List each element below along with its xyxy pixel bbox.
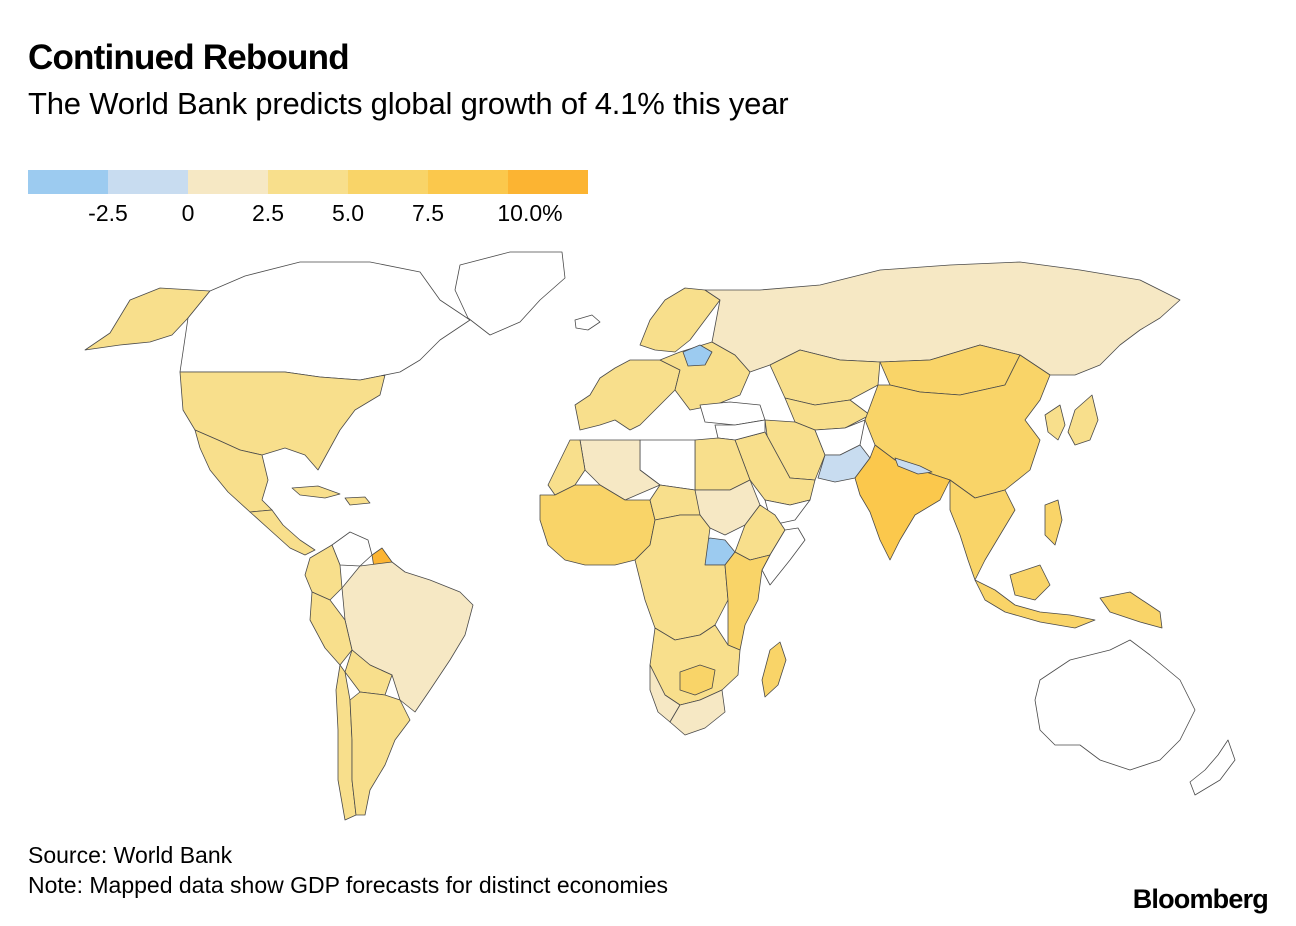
region-central-america <box>249 509 316 556</box>
data-note: Note: Mapped data show GDP forecasts for… <box>28 872 669 898</box>
region-caribbean <box>291 485 371 506</box>
region-somalia <box>761 527 806 586</box>
legend-swatch-1 <box>28 170 108 194</box>
region-canada <box>179 261 471 381</box>
region-australia <box>1034 639 1196 771</box>
legend-label: 0 <box>181 200 195 226</box>
legend-label: 7.5 <box>412 200 444 226</box>
legend-swatch-5 <box>348 170 428 194</box>
legend-swatch-3 <box>188 170 268 194</box>
region-peru <box>309 591 353 666</box>
region-western-europe <box>574 359 681 431</box>
region-west-africa <box>539 484 656 566</box>
legend-swatch-4 <box>268 170 348 194</box>
region-mexico <box>194 429 273 513</box>
region-greenland <box>454 251 566 336</box>
color-legend: -2.5 0 2.5 5.0 7.5 10.0% <box>28 170 588 230</box>
page-subtitle: The World Bank predicts global growth of… <box>28 86 789 121</box>
legend-bar <box>28 170 588 194</box>
world-choropleth-map <box>84 251 1236 821</box>
region-japan <box>1067 394 1099 446</box>
region-iceland <box>574 314 601 331</box>
region-southeast-asia <box>949 479 1016 581</box>
region-russia <box>704 261 1181 376</box>
region-new-zealand <box>1189 739 1236 796</box>
region-argentina <box>349 691 411 816</box>
region-scandinavia <box>639 287 721 353</box>
region-madagascar <box>761 641 787 698</box>
region-south-africa <box>669 689 726 736</box>
region-indonesia <box>974 564 1096 629</box>
region-korea <box>1044 404 1066 441</box>
legend-swatch-7 <box>508 170 588 194</box>
legend-label: 5.0 <box>332 200 364 226</box>
legend-swatch-2 <box>108 170 188 194</box>
legend-label: 2.5 <box>252 200 284 226</box>
region-east-africa <box>724 551 771 651</box>
page-title: Continued Rebound <box>28 38 350 77</box>
legend-swatch-6 <box>428 170 508 194</box>
region-belarus <box>682 344 713 367</box>
region-philippines <box>1044 499 1063 546</box>
source-note: Source: World Bank <box>28 842 233 868</box>
region-nepal <box>894 457 933 475</box>
region-papua-new-guinea <box>1099 591 1163 629</box>
region-zimbabwe <box>679 664 716 696</box>
bloomberg-logo: Bloomberg <box>1132 884 1269 914</box>
region-colombia <box>304 544 343 601</box>
legend-label: -2.5 <box>88 200 128 226</box>
legend-label: 10.0% <box>497 200 563 226</box>
region-india <box>854 444 951 561</box>
